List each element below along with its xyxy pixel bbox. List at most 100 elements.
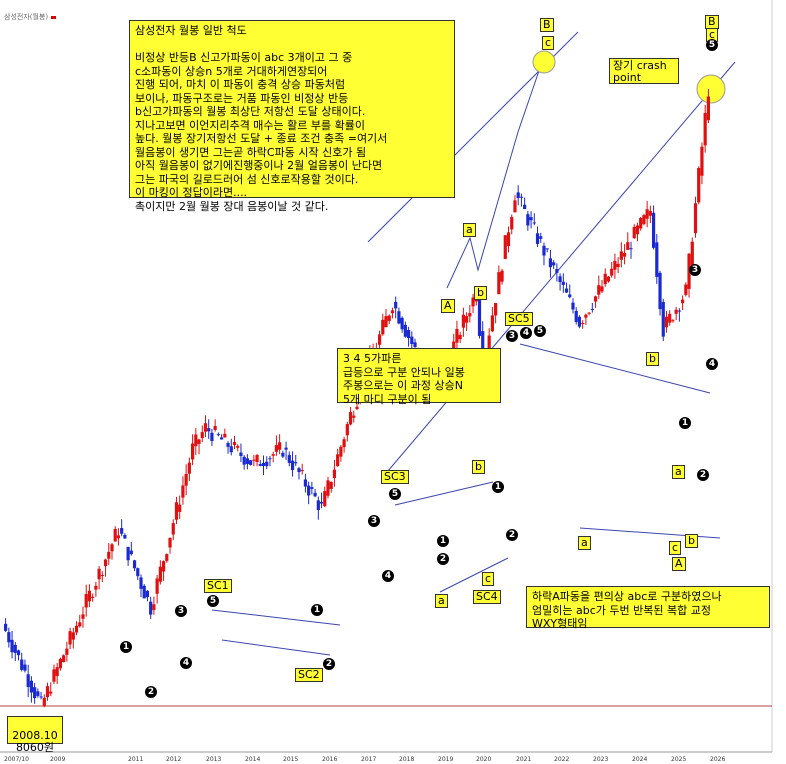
candle-body [126,546,130,561]
candle-body [16,650,21,656]
candle-body [142,585,146,599]
x-tick-label: 2016 [322,756,338,763]
label-sc5: SC5 [505,312,533,326]
candle-body [513,200,517,213]
candle-body [107,551,111,559]
label-sc2: SC2 [295,668,323,682]
candle-body [339,446,343,457]
candle-body [303,479,308,487]
candle-body [610,268,614,276]
candle-body [387,315,391,321]
candle-body [103,559,108,567]
candle-body [284,447,288,450]
candle-body [519,196,524,198]
wave-2-2020: 2 [506,529,518,541]
candle-body [136,568,140,577]
candle-body [210,432,214,442]
candle-body [226,443,230,447]
candle-body [329,481,333,489]
candle-body [523,204,527,210]
candle-body [677,310,681,312]
candle-body [616,263,620,268]
x-tick-label: 2017 [361,756,377,763]
candle-body [526,214,530,226]
candle-body [23,664,27,671]
candle-body [626,242,630,250]
wave-3-2025: 3 [689,264,701,276]
wave-4-2012: 4 [180,657,192,669]
candle-body [216,434,220,436]
candle-body [265,461,269,467]
x-tick-label: 2014 [245,756,261,763]
label-B-right: B [705,15,719,29]
candle-body [655,242,659,277]
candle-body [529,217,533,221]
candle-body [58,658,63,669]
label-A-projected: A [441,299,455,313]
candle-body [658,272,662,310]
wave-1-2025: 1 [679,417,691,429]
candle-body [629,248,633,250]
candle-body [197,439,201,444]
candle-body [68,631,72,645]
wave-5-2026: 5 [706,39,718,51]
label-a-sc4: a [435,594,448,608]
candle-body [674,309,678,314]
candle-body [155,578,159,594]
candle-body [178,504,182,512]
wave-2-2011: 2 [145,686,157,698]
candle-body [539,236,543,239]
candle-body [274,445,279,452]
candle-body [684,284,688,295]
candle-body [184,474,188,486]
wave-1-2016: 1 [311,604,323,616]
candle-body [261,462,266,467]
main-note: 삼성전자 월봉 일반 척도 비정상 반등B 신고가파동이 abc 3개이고 그 … [129,20,455,213]
candle-body [474,299,478,302]
candle-body [574,310,578,322]
candle-body [323,491,327,507]
x-tick-label: 2015 [283,756,299,763]
candle-body [355,406,359,410]
wave-2-2025: 2 [697,469,709,481]
candle-body [384,316,388,328]
candle-body [120,528,124,534]
candle-body [577,316,582,327]
wave-3-sc5: 3 [506,330,518,342]
candle-body [49,691,53,694]
candle-body [581,322,585,324]
candle-body [123,534,127,539]
candle-body [13,644,17,653]
wave-5-sc5: 5 [534,325,546,337]
candle-body [319,501,324,504]
candle-body [45,686,50,698]
candle-body [10,639,14,653]
wave-5-sc1: 5 [207,595,219,607]
candle-body [532,222,536,224]
candle-body [552,262,556,266]
candle-body [558,276,562,282]
candle-body [542,245,546,256]
candle-body [165,554,169,561]
wave-4-sc5: 4 [520,327,532,339]
candle-body [700,146,704,176]
candle-body [377,334,382,345]
candle-body [4,623,8,631]
candle-body [455,328,459,343]
candle-body [287,455,291,463]
candle-body [33,687,37,699]
crash-point-circle [696,74,726,104]
candle-body [200,432,204,439]
candle-body [152,604,156,611]
candle-body [168,537,172,548]
candle-body [468,313,472,317]
x-tick-label: 2012 [166,756,182,763]
low-label-date: 2008.10 [12,729,58,742]
candle-body [342,439,346,448]
candle-body [564,288,569,293]
x-tick-label: 2018 [399,756,415,763]
candle-body [71,632,75,640]
candle-body [281,452,285,457]
candle-body [187,462,191,474]
candle-body [661,301,665,337]
